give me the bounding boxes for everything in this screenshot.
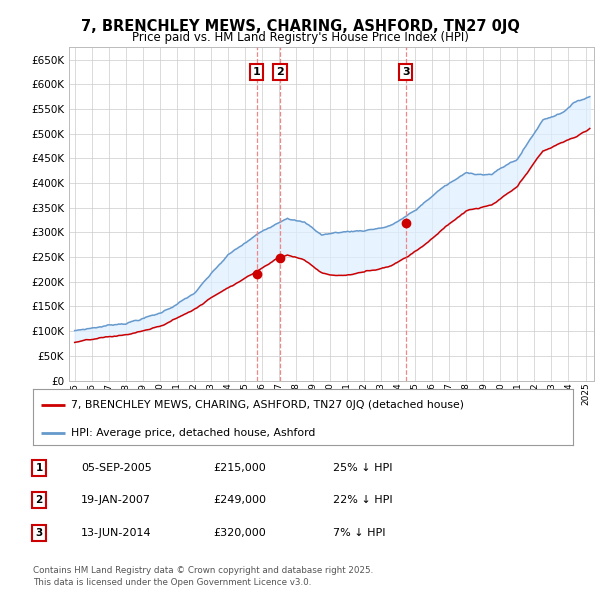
Text: Price paid vs. HM Land Registry's House Price Index (HPI): Price paid vs. HM Land Registry's House …: [131, 31, 469, 44]
Text: 3: 3: [402, 67, 410, 77]
Text: HPI: Average price, detached house, Ashford: HPI: Average price, detached house, Ashf…: [71, 428, 315, 438]
Text: £215,000: £215,000: [213, 463, 266, 473]
Text: 7, BRENCHLEY MEWS, CHARING, ASHFORD, TN27 0JQ: 7, BRENCHLEY MEWS, CHARING, ASHFORD, TN2…: [80, 19, 520, 34]
Text: 22% ↓ HPI: 22% ↓ HPI: [333, 496, 392, 505]
Text: 1: 1: [35, 463, 43, 473]
Text: Contains HM Land Registry data © Crown copyright and database right 2025.
This d: Contains HM Land Registry data © Crown c…: [33, 566, 373, 587]
Text: 19-JAN-2007: 19-JAN-2007: [81, 496, 151, 505]
Text: 2: 2: [35, 496, 43, 505]
Text: 3: 3: [35, 528, 43, 537]
Text: 05-SEP-2005: 05-SEP-2005: [81, 463, 152, 473]
Text: 1: 1: [253, 67, 260, 77]
Text: £320,000: £320,000: [213, 528, 266, 537]
Text: 13-JUN-2014: 13-JUN-2014: [81, 528, 152, 537]
Text: 7, BRENCHLEY MEWS, CHARING, ASHFORD, TN27 0JQ (detached house): 7, BRENCHLEY MEWS, CHARING, ASHFORD, TN2…: [71, 399, 464, 409]
Text: £249,000: £249,000: [213, 496, 266, 505]
Text: 7% ↓ HPI: 7% ↓ HPI: [333, 528, 386, 537]
Text: 2: 2: [276, 67, 284, 77]
Text: 25% ↓ HPI: 25% ↓ HPI: [333, 463, 392, 473]
